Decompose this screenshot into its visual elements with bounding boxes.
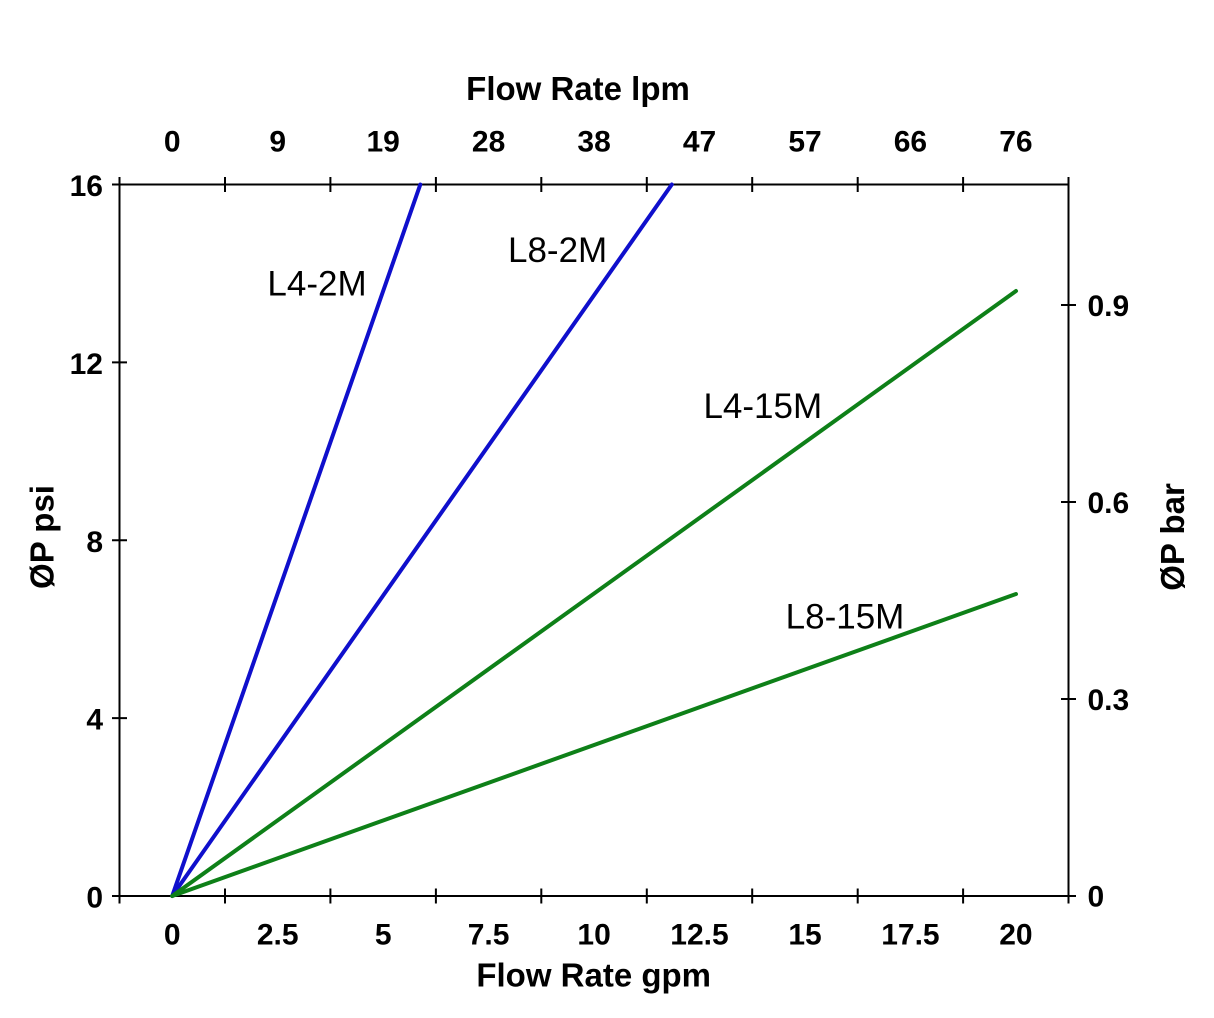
svg-text:Flow Rate gpm: Flow Rate gpm bbox=[476, 957, 711, 994]
svg-text:L8-15M: L8-15M bbox=[786, 598, 905, 637]
svg-text:28: 28 bbox=[472, 126, 505, 159]
svg-text:L8-2M: L8-2M bbox=[508, 231, 607, 270]
svg-text:12: 12 bbox=[70, 348, 103, 381]
svg-text:8: 8 bbox=[86, 526, 103, 559]
svg-text:57: 57 bbox=[788, 126, 821, 159]
svg-text:0: 0 bbox=[1088, 881, 1105, 914]
svg-text:15: 15 bbox=[788, 919, 821, 952]
svg-text:4: 4 bbox=[86, 704, 103, 737]
svg-text:L4-15M: L4-15M bbox=[703, 387, 822, 426]
svg-text:ØP bar: ØP bar bbox=[1154, 483, 1191, 591]
svg-text:38: 38 bbox=[577, 126, 610, 159]
svg-text:0: 0 bbox=[164, 919, 181, 952]
svg-text:17.5: 17.5 bbox=[881, 919, 939, 952]
svg-text:2.5: 2.5 bbox=[257, 919, 299, 952]
svg-text:47: 47 bbox=[683, 126, 716, 159]
svg-text:0: 0 bbox=[164, 126, 181, 159]
svg-text:0.9: 0.9 bbox=[1088, 290, 1130, 323]
svg-text:10: 10 bbox=[577, 919, 610, 952]
svg-text:0.3: 0.3 bbox=[1088, 684, 1130, 717]
svg-text:Flow Rate lpm: Flow Rate lpm bbox=[466, 70, 690, 107]
svg-text:0: 0 bbox=[86, 882, 103, 915]
svg-text:L4-2M: L4-2M bbox=[267, 265, 366, 304]
svg-text:19: 19 bbox=[367, 126, 400, 159]
svg-text:7.5: 7.5 bbox=[468, 919, 510, 952]
svg-text:12.5: 12.5 bbox=[670, 919, 728, 952]
svg-text:9: 9 bbox=[269, 126, 286, 159]
svg-text:66: 66 bbox=[894, 126, 927, 159]
svg-text:20: 20 bbox=[999, 919, 1032, 952]
svg-text:16: 16 bbox=[70, 170, 103, 203]
svg-text:5: 5 bbox=[375, 919, 392, 952]
svg-text:0.6: 0.6 bbox=[1088, 487, 1130, 520]
svg-text:ØP psi: ØP psi bbox=[24, 485, 61, 589]
svg-text:76: 76 bbox=[999, 126, 1032, 159]
